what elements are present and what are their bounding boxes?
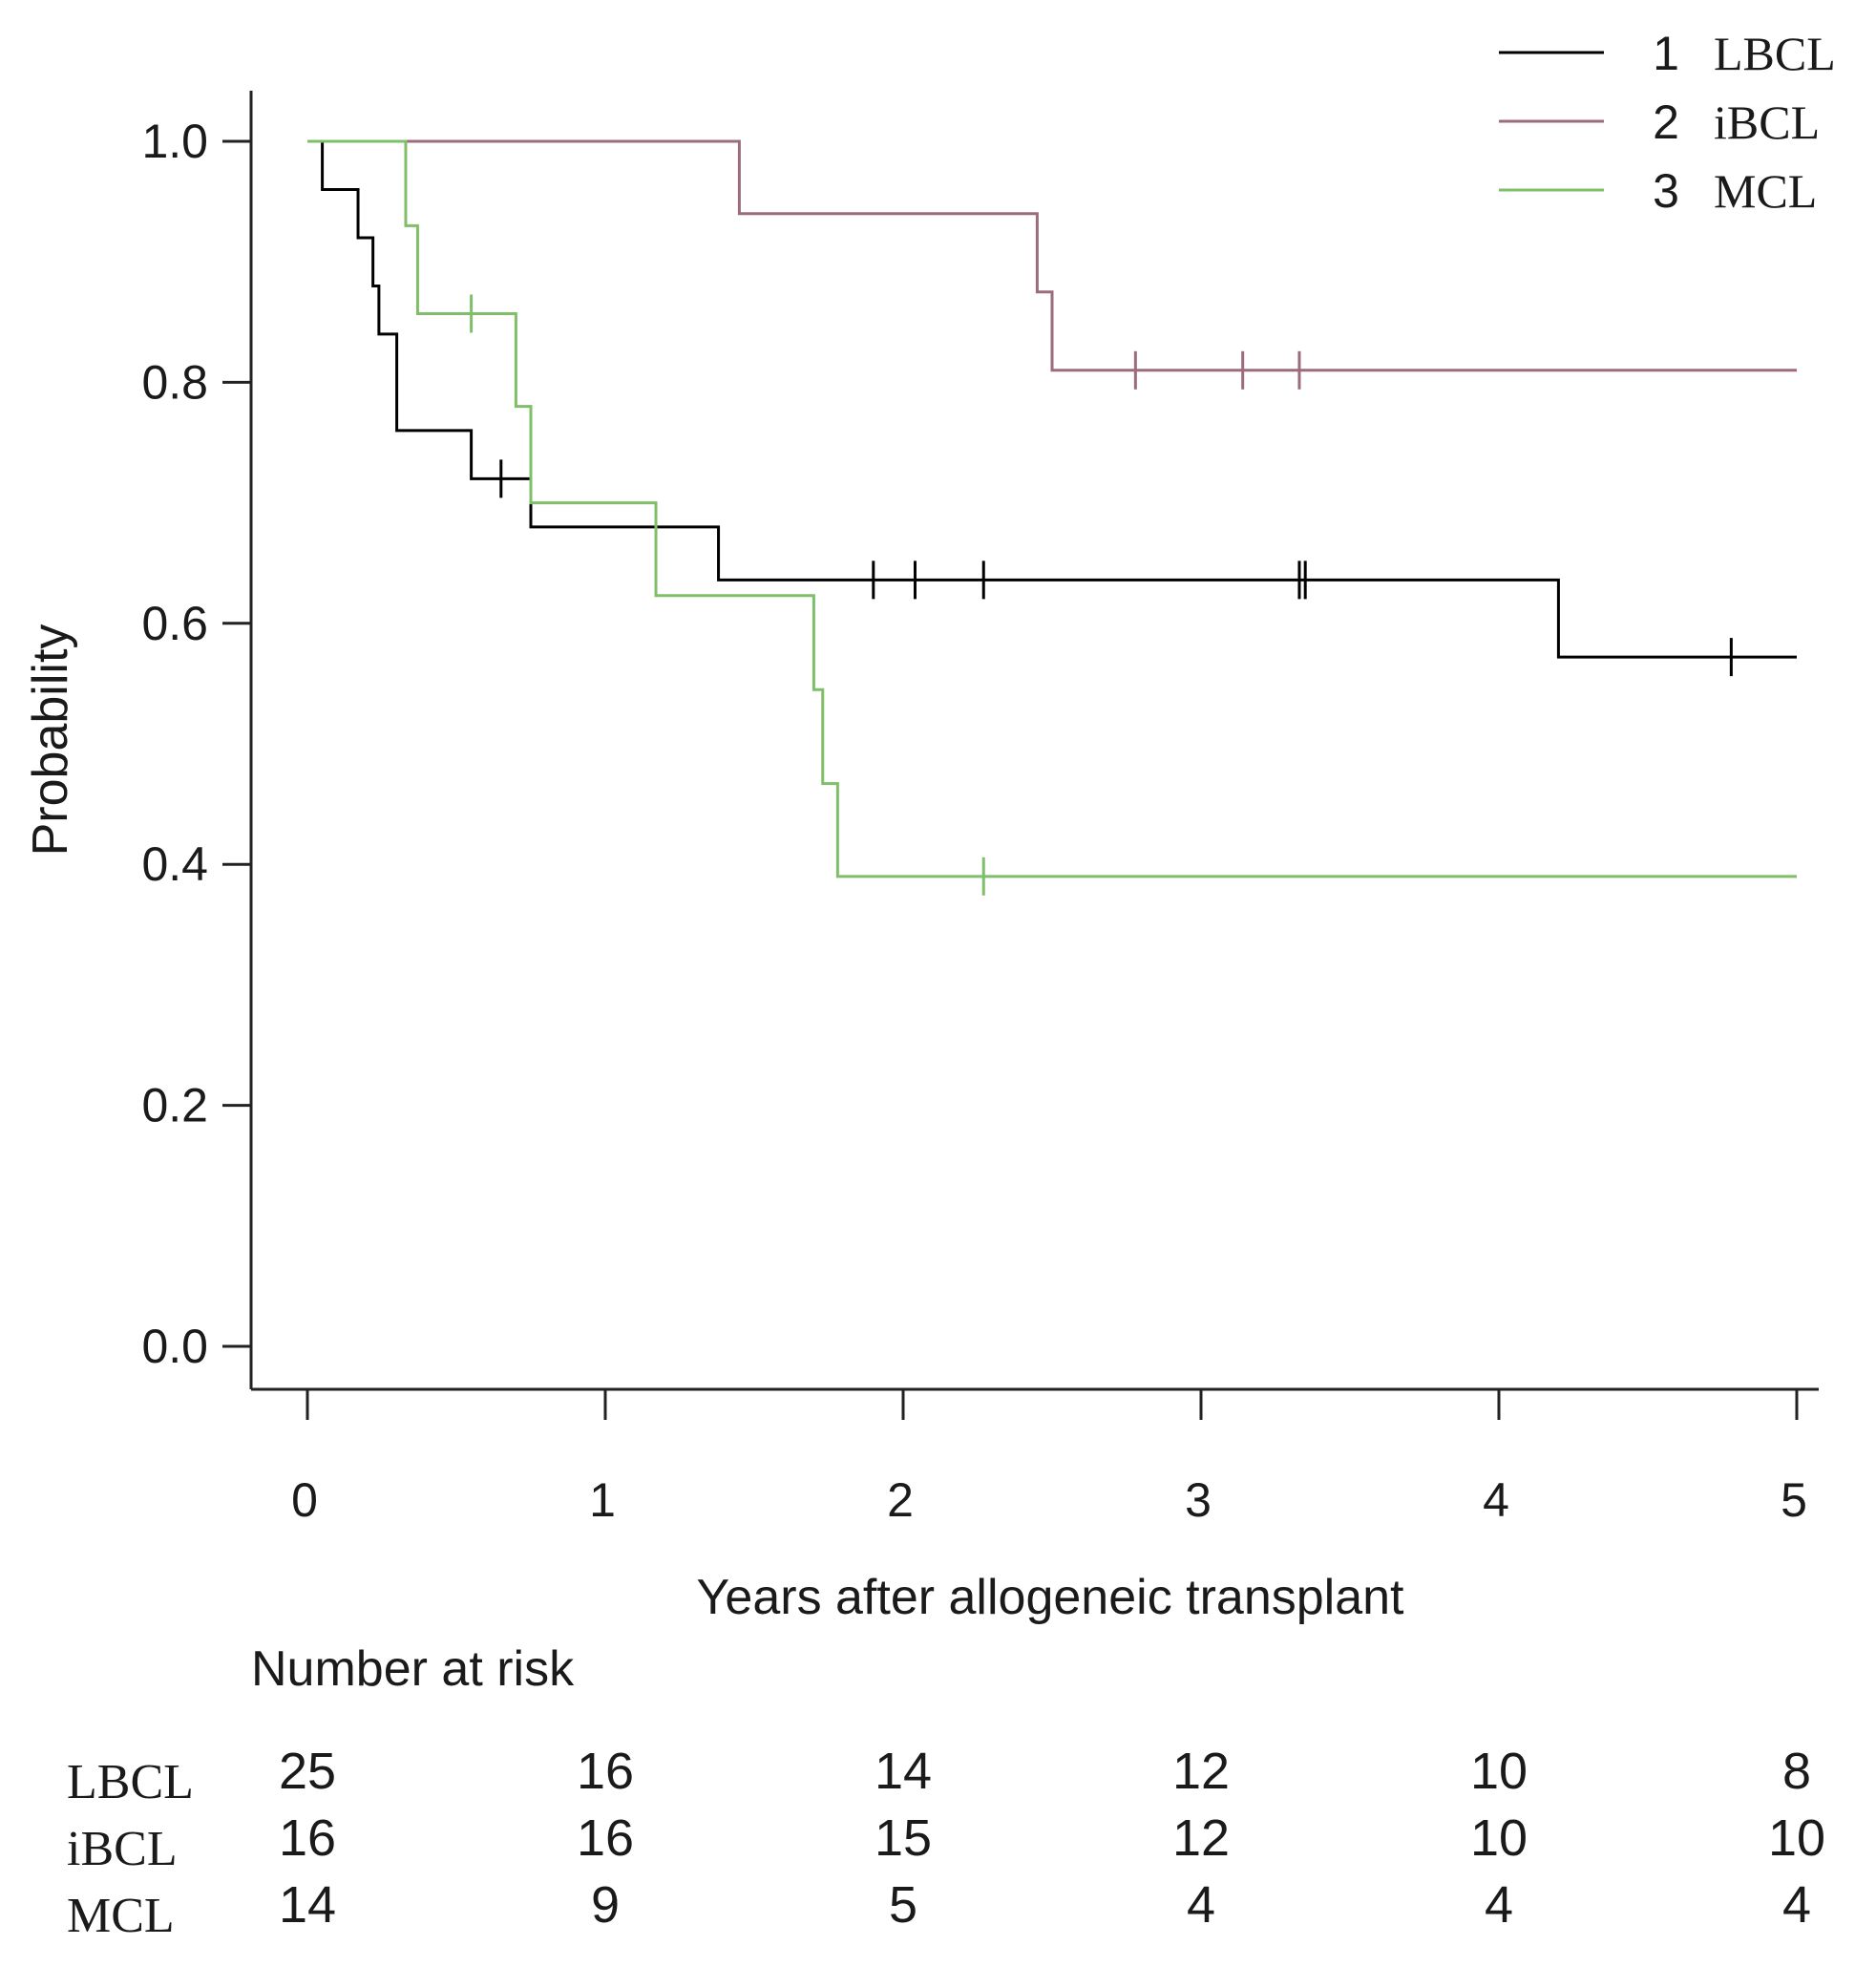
risk-value: 25: [279, 1743, 336, 1800]
number-at-risk-table: LBCL 25 16 14 12 10 8 iBCL 16 16 15 12 10 10 MCL 14 9 5 4 4…: [67, 1743, 1825, 1943]
risk-value: 4: [1187, 1876, 1215, 1934]
x-axis-title: Years after allogeneic transplant: [697, 1570, 1405, 1625]
y-tick-label: 0.0: [141, 1320, 208, 1373]
y-axis-title: Probability: [23, 624, 78, 857]
censor-marks: [470, 294, 1733, 896]
x-tick-label: 3: [1185, 1473, 1212, 1527]
risk-value: 16: [279, 1809, 336, 1867]
x-tick-label: 0: [291, 1473, 318, 1527]
risk-row-label: iBCL: [67, 1822, 178, 1876]
risk-value: 10: [1470, 1743, 1528, 1800]
risk-value: 8: [1782, 1743, 1811, 1800]
risk-value: 15: [875, 1809, 932, 1867]
risk-value: 4: [1782, 1876, 1811, 1934]
curve-mcl: [307, 139, 1797, 878]
x-ticks: 0 1 2 3 4 5: [291, 1389, 1807, 1527]
y-tick-label: 1.0: [141, 115, 208, 168]
legend-number: 2: [1653, 95, 1679, 149]
risk-value: 14: [875, 1743, 932, 1800]
risk-row-label: LBCL: [67, 1755, 194, 1809]
legend-label: iBCL: [1714, 95, 1820, 149]
y-tick-label: 0.8: [141, 355, 208, 409]
risk-value: 16: [577, 1809, 634, 1867]
risk-value: 5: [889, 1876, 917, 1934]
x-tick-label: 1: [589, 1473, 616, 1527]
risk-value: 12: [1172, 1809, 1230, 1867]
risk-value: 14: [279, 1876, 336, 1934]
survival-curves: [307, 139, 1797, 878]
curve-lbcl: [307, 139, 1797, 659]
x-tick-label: 5: [1781, 1473, 1807, 1527]
curve-ibcl: [307, 139, 1797, 372]
y-tick-label: 0.6: [141, 597, 208, 650]
risk-value: 9: [591, 1876, 620, 1934]
legend-label: MCL: [1714, 164, 1817, 218]
axes: [249, 91, 1819, 1391]
y-tick-label: 0.2: [141, 1079, 208, 1132]
legend: 1 LBCL 2 iBCL 3 MCL: [1499, 27, 1836, 218]
number-at-risk-title: Number at risk: [251, 1641, 575, 1697]
x-tick-label: 2: [887, 1473, 914, 1527]
risk-row-label: MCL: [67, 1889, 175, 1943]
y-tick-label: 0.4: [141, 837, 208, 891]
risk-value: 12: [1172, 1743, 1230, 1800]
risk-value: 10: [1470, 1809, 1528, 1867]
legend-number: 3: [1653, 164, 1679, 218]
risk-value: 16: [577, 1743, 634, 1800]
risk-value: 10: [1768, 1809, 1825, 1867]
y-ticks: 0.0 0.2 0.4 0.6 0.8 1.0: [141, 115, 251, 1373]
legend-label: LBCL: [1714, 27, 1836, 80]
risk-value: 4: [1485, 1876, 1513, 1934]
x-tick-label: 4: [1483, 1473, 1509, 1527]
legend-number: 1: [1653, 27, 1679, 80]
